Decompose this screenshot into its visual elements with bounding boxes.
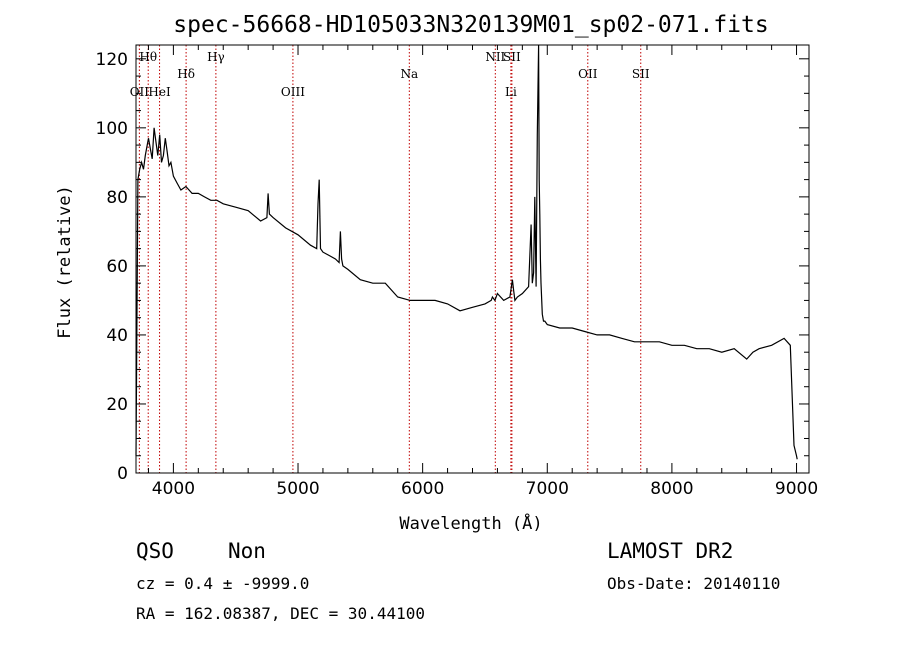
y-tick-label-0: 0 (117, 464, 128, 484)
observation-date: Obs-Date: 20140110 (607, 574, 780, 593)
reference-line-label-2: HeI (148, 85, 171, 99)
reference-line-label-1: OII (130, 85, 150, 99)
reference-line-label-9: Li (505, 85, 517, 99)
x-tick-label-4: 8000 (650, 479, 693, 499)
redshift-readout: cz = 0.4 ± -9999.0 (136, 574, 309, 593)
y-tick-label-2: 40 (106, 326, 128, 346)
coordinates-readout: RA = 162.08387, DEC = 30.44100 (136, 604, 425, 623)
y-tick-label-6: 120 (96, 50, 128, 70)
reference-line-label-10: OII (578, 67, 598, 81)
survey-label: LAMOST DR2 (607, 539, 733, 563)
object-class: QSO (136, 539, 174, 563)
y-tick-label-3: 60 (106, 257, 128, 277)
reference-line-label-4: Hγ (207, 50, 225, 64)
y-tick-label-5: 100 (96, 119, 128, 139)
x-tick-label-2: 6000 (401, 479, 444, 499)
reference-line-label-7: NII (485, 50, 505, 64)
x-tick-label-5: 9000 (775, 479, 818, 499)
object-subclass: Non (228, 539, 266, 563)
reference-line-label-5: OIII (281, 85, 305, 99)
x-tick-label-1: 5000 (276, 479, 319, 499)
x-tick-label-3: 7000 (526, 479, 569, 499)
x-axis-title: Wavelength (Å) (399, 512, 542, 534)
plot-frame (135, 44, 810, 474)
y-tick-label-4: 80 (106, 188, 128, 208)
y-axis-title: Flux (relative) (55, 185, 75, 339)
reference-line-label-11: SII (632, 67, 650, 81)
spectrum-line (135, 44, 798, 460)
spectrum-series (135, 44, 798, 460)
plot-axes: 4000 5000 6000 7000 8000 9000 0 20 40 60 80 100 120 (96, 44, 818, 499)
reference-line-label-0: Hθ (139, 50, 157, 64)
y-tick-label-1: 20 (106, 395, 128, 415)
x-tick-label-0: 4000 (152, 479, 195, 499)
reference-line-label-8: SII (503, 50, 521, 64)
reference-line-label-6: Na (400, 67, 418, 81)
reference-line-label-3: Hδ (177, 67, 195, 81)
chart-title: spec-56668-HD105033N320139M01_sp02-071.f… (173, 12, 768, 38)
